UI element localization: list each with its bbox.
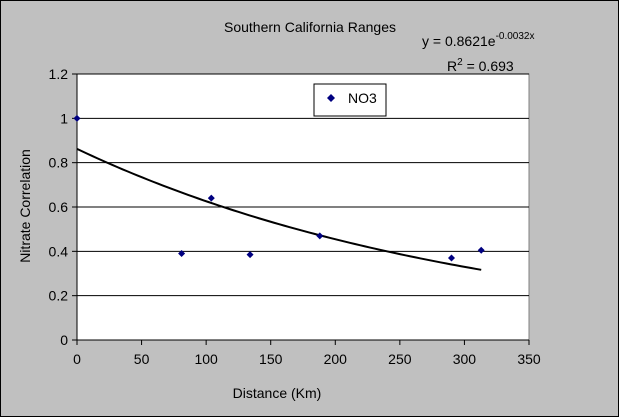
trendline-equation-exponent: -0.0032x (496, 31, 535, 42)
trendline-curve (76, 147, 482, 271)
x-tick-label: 250 (388, 351, 412, 367)
r-squared-base: R (447, 58, 457, 74)
x-tick-label: 350 (517, 351, 541, 367)
y-axis-label: Nitrate Correlation (17, 149, 33, 263)
data-point-no3 (73, 114, 81, 122)
x-tick-label: 100 (194, 351, 218, 367)
data-point-no3 (178, 250, 186, 258)
r-squared-value: = 0.693 (463, 58, 514, 74)
axes: 0 0.2 0.4 0.6 0.8 1 1.2 0 50 100 150 200 250 300 350 (49, 66, 541, 367)
legend: NO3 (313, 83, 387, 117)
trendline-equation-base: y = 0.8621e (422, 33, 496, 49)
points-layer (73, 114, 485, 262)
trendline-layer (76, 147, 482, 271)
trendline-equation: y = 0.8621e-0.0032x (422, 31, 534, 49)
y-tick-label: 1.2 (49, 66, 69, 82)
y-tick-label: 0.6 (49, 199, 69, 215)
data-point-no3 (246, 251, 254, 259)
y-tick-label: 0.2 (49, 288, 69, 304)
y-tick-label: 0.4 (49, 243, 69, 259)
r-squared: R2 = 0.693 (447, 57, 514, 74)
chart-title: Southern California Ranges (224, 19, 396, 35)
x-tick-label: 150 (259, 351, 283, 367)
y-tick-label: 1 (60, 110, 68, 126)
x-tick-label: 0 (73, 351, 81, 367)
x-tick-label: 200 (324, 351, 348, 367)
y-tick-label: 0 (60, 332, 68, 348)
legend-marker-diamond (327, 94, 335, 102)
x-axis-label: Distance (Km) (233, 385, 322, 401)
y-tick-label: 0.8 (49, 155, 69, 171)
gridlines (77, 73, 529, 297)
data-point-no3 (448, 254, 456, 262)
data-point-no3 (316, 232, 324, 240)
legend-label-no3: NO3 (348, 90, 377, 106)
data-point-no3 (477, 246, 485, 254)
x-tick-label: 300 (453, 351, 477, 367)
r-squared-superscript: 2 (457, 57, 463, 68)
data-point-no3 (207, 194, 215, 202)
legend-box (313, 83, 387, 117)
x-tick-label: 50 (134, 351, 150, 367)
